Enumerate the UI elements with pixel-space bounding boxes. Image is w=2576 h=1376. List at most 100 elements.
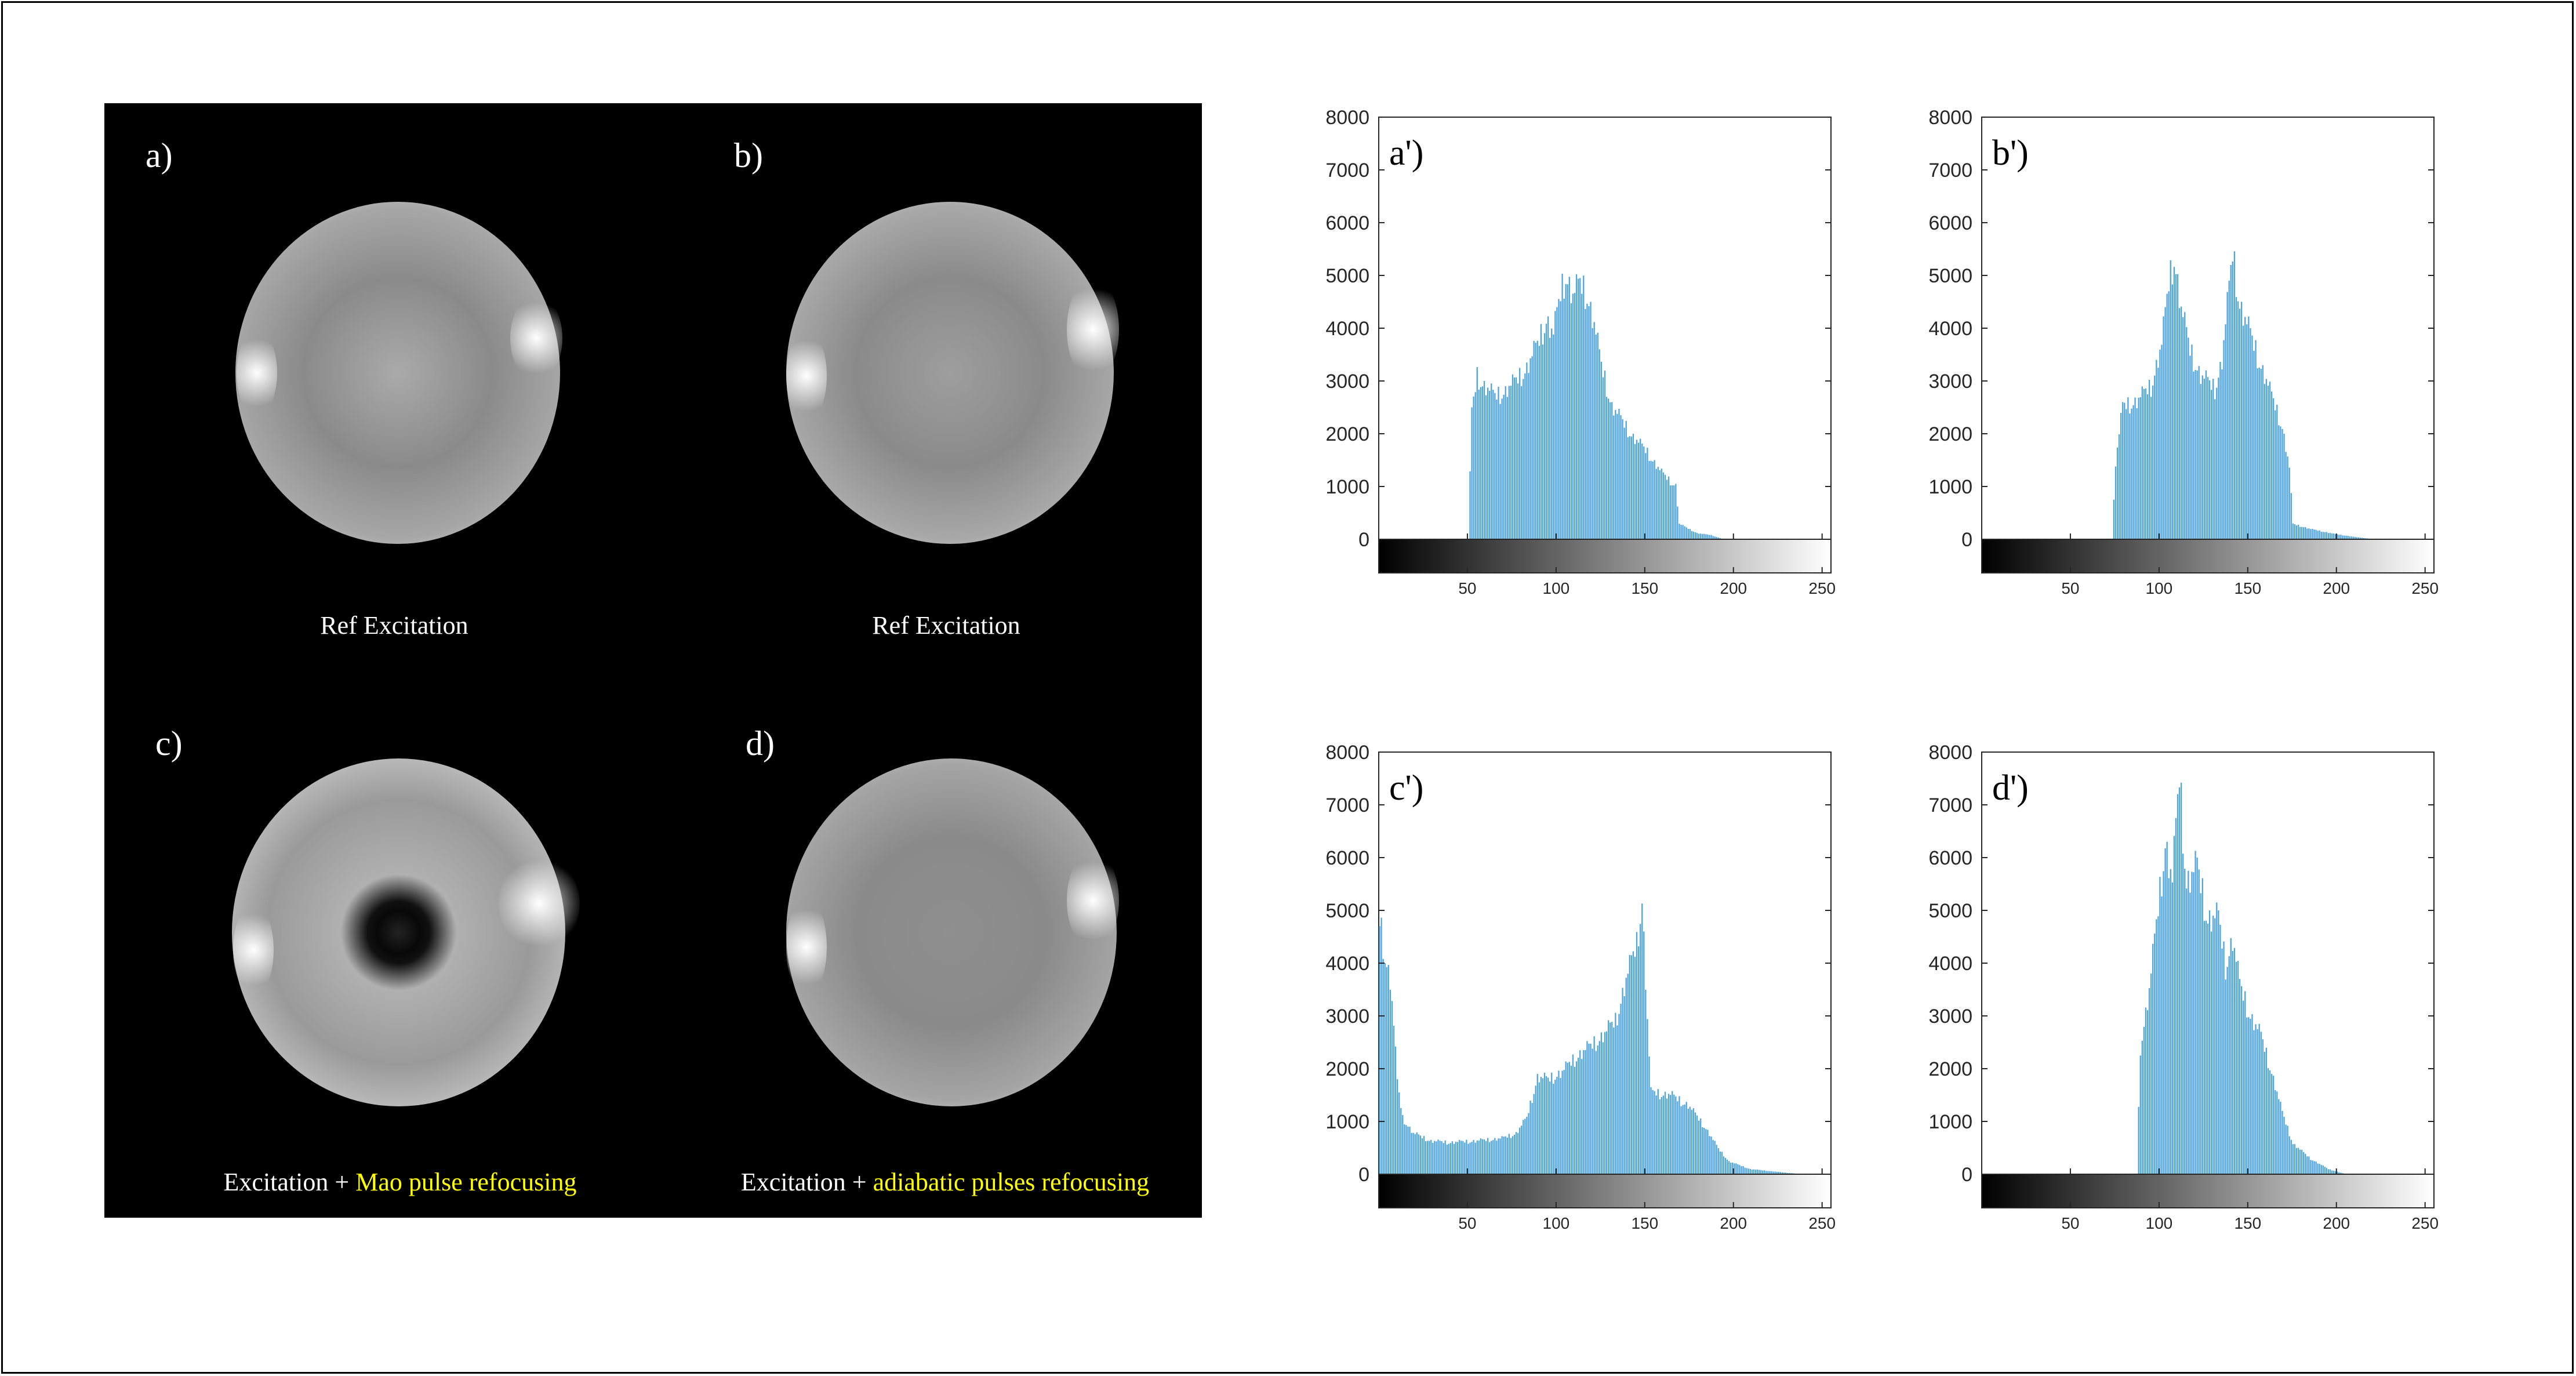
histogram-bar xyxy=(1627,437,1629,539)
histogram-bar xyxy=(2322,532,2324,539)
histogram-bar xyxy=(1515,1132,1517,1174)
histogram-bar xyxy=(2295,1148,2298,1174)
histogram-bar xyxy=(2113,499,2115,539)
histogram-bar xyxy=(1605,1031,1608,1174)
histogram-bar xyxy=(2251,1014,2253,1174)
histogram-bar xyxy=(1554,1080,1556,1174)
histogram-bar xyxy=(1459,1139,1460,1174)
histogram-bar xyxy=(2124,402,2126,539)
histogram-bar xyxy=(1598,349,1600,539)
histogram-bar xyxy=(1523,379,1524,539)
histogram-bar xyxy=(2221,948,2223,1174)
histogram-bar xyxy=(1595,334,1597,539)
caption-b: Ref Excitation xyxy=(872,611,1020,640)
label-d: d) xyxy=(746,724,775,763)
histogram-bar xyxy=(1524,1119,1526,1174)
histogram-bar xyxy=(2166,293,2168,539)
histogram-bar xyxy=(2171,284,2173,539)
histogram-bar xyxy=(2141,386,2143,539)
histogram-bar xyxy=(1597,332,1598,539)
histogram-bar xyxy=(1765,1171,1767,1174)
histogram-bar xyxy=(2248,1017,2250,1174)
histogram-bar xyxy=(1732,1162,1734,1174)
histogram-bar xyxy=(1705,1129,1707,1174)
histogram-bar xyxy=(1684,1104,1685,1174)
x-tick-label: 200 xyxy=(2323,1214,2350,1232)
histogram-bar xyxy=(1549,1081,1551,1174)
histogram-bar xyxy=(2337,1171,2338,1174)
histogram-bar xyxy=(2319,1164,2320,1174)
histogram-bar xyxy=(2201,375,2203,539)
histogram-bar xyxy=(2357,537,2360,539)
colorbar xyxy=(1981,539,2435,573)
histogram-bar xyxy=(1640,438,1641,539)
histogram-bar xyxy=(1662,472,1665,539)
histogram-bar xyxy=(1678,1096,1680,1174)
histogram-bar xyxy=(1533,1094,1535,1174)
histogram-bar xyxy=(1572,293,1574,539)
x-tick-label: 250 xyxy=(1808,579,1836,597)
histogram-bar xyxy=(1481,386,1484,539)
histogram-bar xyxy=(1386,967,1387,1174)
histogram-bar xyxy=(1629,436,1630,539)
histogram-bar xyxy=(2240,302,2243,539)
y-tick-label: 1000 xyxy=(1928,476,1972,498)
histogram-bar xyxy=(2329,533,2331,539)
label-a: a) xyxy=(146,136,173,175)
histogram-bar xyxy=(1592,1048,1593,1174)
histogram-bar xyxy=(2305,1153,2306,1174)
histogram-bar xyxy=(1586,1041,1588,1174)
histogram-bar xyxy=(1512,1136,1514,1174)
x-tick-label: 100 xyxy=(2146,1214,2173,1232)
histogram-bar xyxy=(1618,1014,1620,1174)
histogram-bar xyxy=(1664,1091,1666,1174)
histogram-bar xyxy=(2189,355,2191,539)
histogram-bar xyxy=(1739,1165,1741,1174)
histogram-bar xyxy=(1474,1142,1476,1174)
histogram-bar xyxy=(2270,1074,2273,1174)
histogram-bar xyxy=(2292,523,2294,539)
histogram-bar xyxy=(2327,533,2330,539)
histogram-bar xyxy=(1622,987,1623,1174)
histogram-bar xyxy=(2338,535,2340,539)
histogram-bar xyxy=(1547,1077,1549,1174)
histogram-bar xyxy=(1443,1143,1444,1174)
histogram-bar xyxy=(2216,902,2218,1174)
histogram-bar xyxy=(1645,453,1647,539)
histogram-bar xyxy=(2297,1148,2299,1174)
histogram-bar xyxy=(2198,366,2200,539)
histogram-bar xyxy=(1714,536,1716,539)
histogram-bar xyxy=(1451,1141,1454,1174)
histogram-bar xyxy=(1513,1134,1516,1174)
histogram-bar xyxy=(1737,1164,1739,1174)
histogram-bar xyxy=(2232,261,2233,539)
histogram-bar xyxy=(2212,916,2214,1174)
histogram-bar xyxy=(1581,293,1583,539)
histogram-bar xyxy=(1419,1135,1422,1174)
histogram-bar xyxy=(1694,532,1696,539)
histogram-bar xyxy=(2184,869,2186,1174)
colorbar xyxy=(1378,1174,1832,1208)
histogram-bar xyxy=(2244,991,2246,1174)
histogram-bar xyxy=(1473,396,1474,539)
histogram-bar xyxy=(1536,1074,1538,1174)
histogram-bar xyxy=(1531,1103,1533,1174)
histogram-bar xyxy=(2335,1171,2337,1174)
histogram-bar xyxy=(1640,924,1641,1174)
histogram-bar xyxy=(2265,1047,2268,1174)
histogram-bar xyxy=(1455,1141,1457,1174)
histogram-bar xyxy=(1505,386,1506,539)
histogram-bar xyxy=(2207,923,2209,1174)
histogram-bar xyxy=(1645,989,1647,1174)
histogram-bar xyxy=(2317,1163,2319,1174)
histogram-bar xyxy=(1753,1169,1755,1174)
histogram-bar xyxy=(1764,1170,1765,1174)
histogram-bar xyxy=(2168,878,2170,1174)
histogram-bar xyxy=(1785,1172,1787,1174)
histogram-bar xyxy=(2171,882,2173,1174)
histogram-bar xyxy=(1471,1142,1473,1174)
histogram-bar xyxy=(1719,1151,1721,1174)
histogram-bar xyxy=(1604,1032,1606,1174)
histogram-bar xyxy=(2344,535,2345,539)
x-tick-label: 100 xyxy=(1543,579,1570,597)
